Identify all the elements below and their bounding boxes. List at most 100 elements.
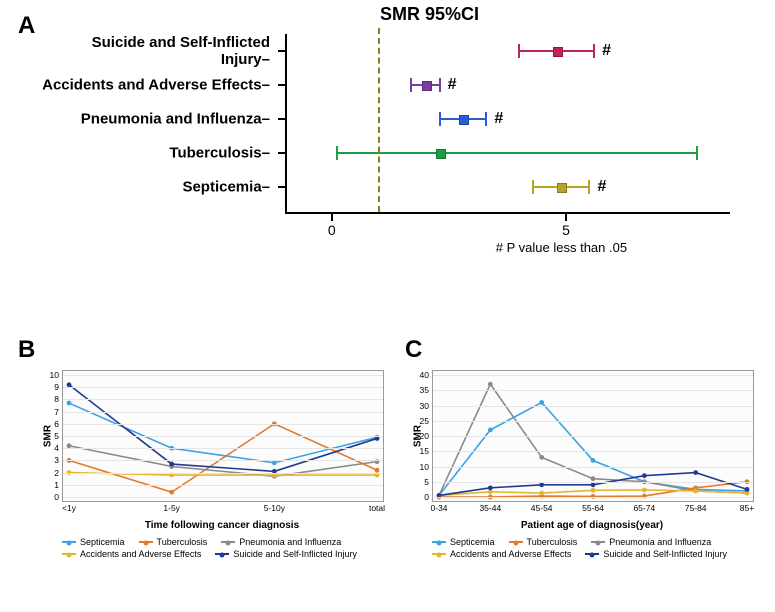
series-marker: [488, 382, 493, 387]
y-tick-label: 30: [415, 401, 429, 411]
forest-x-tick-label: 0: [328, 222, 336, 238]
legend-label: Accidents and Adverse Effects: [450, 549, 571, 559]
x-tick-label: 45-54: [531, 503, 553, 513]
legend-label: Septicemia: [450, 537, 495, 547]
legend-label: Suicide and Self-Inflicted Injury: [603, 549, 727, 559]
x-tick-label: 0-34: [430, 503, 447, 513]
gridline: [63, 412, 383, 413]
panel-b-xlabel: Time following cancer diagnosis: [62, 520, 382, 531]
y-tick-label: 0: [415, 492, 429, 502]
gridline: [433, 375, 753, 376]
panel-c-legend: SepticemiaTuberculosisPneumonia and Infl…: [432, 537, 752, 559]
y-tick-label: 4: [45, 443, 59, 453]
gridline: [63, 448, 383, 449]
y-tick-label: 5: [45, 431, 59, 441]
legend-label: Tuberculosis: [527, 537, 578, 547]
gridline: [433, 497, 753, 498]
forest-y-tick: [278, 186, 285, 188]
series-marker: [693, 489, 698, 494]
forest-point: [436, 149, 446, 159]
series-marker: [591, 482, 596, 487]
gridline: [63, 375, 383, 376]
gridline: [63, 424, 383, 425]
forest-ci-cap: [439, 112, 441, 126]
forest-point: [422, 81, 432, 91]
y-tick-label: 5: [415, 477, 429, 487]
legend-swatch: [62, 541, 76, 543]
gridline: [63, 497, 383, 498]
series-marker: [642, 488, 647, 493]
forest-ci-cap: [518, 44, 520, 58]
x-tick-label: total: [369, 503, 385, 513]
gridline: [433, 436, 753, 437]
y-tick-label: 8: [45, 394, 59, 404]
legend-label: Accidents and Adverse Effects: [80, 549, 201, 559]
x-tick-label: 65-74: [633, 503, 655, 513]
forest-row: Pneumonia and Influenza–: [40, 102, 740, 136]
legend-swatch: [591, 541, 605, 543]
series-marker: [539, 400, 544, 405]
forest-significance-mark: #: [448, 76, 457, 94]
panel-c-label: C: [405, 336, 422, 364]
legend-swatch: [432, 541, 446, 543]
panel-c-xlabel: Patient age of diagnosis(year): [432, 520, 752, 531]
gridline: [433, 421, 753, 422]
x-tick-label: 35-44: [479, 503, 501, 513]
forest-ci-cap: [485, 112, 487, 126]
y-tick-label: 6: [45, 419, 59, 429]
forest-significance-mark: #: [597, 178, 606, 196]
forest-category-label: Pneumonia and Influenza–: [40, 111, 276, 128]
forest-title: SMR 95%CI: [380, 4, 479, 25]
gridline: [433, 406, 753, 407]
forest-y-tick: [278, 50, 285, 52]
legend-swatch: [139, 541, 153, 543]
legend-item: Septicemia: [62, 537, 125, 547]
x-tick-label: 75-84: [685, 503, 707, 513]
forest-ci-cap: [532, 180, 534, 194]
y-tick-label: 0: [45, 492, 59, 502]
series-marker: [591, 458, 596, 463]
gridline: [63, 436, 383, 437]
forest-ref-line: [378, 28, 380, 212]
forest-x-tick-label: 5: [562, 222, 570, 238]
legend-label: Suicide and Self-Inflicted Injury: [233, 549, 357, 559]
series-marker: [642, 473, 647, 478]
series-marker: [539, 455, 544, 460]
series-marker: [591, 476, 596, 481]
forest-row: Suicide and Self-Inflicted Injury–: [40, 34, 740, 68]
series-marker: [591, 488, 596, 493]
panel-b-label: B: [18, 336, 35, 364]
forest-x-tick: [331, 212, 333, 221]
gridline: [433, 482, 753, 483]
legend-swatch: [215, 553, 229, 555]
forest-significance-mark: #: [602, 42, 611, 60]
legend-label: Pneumonia and Influenza: [239, 537, 341, 547]
forest-category-label: Accidents and Adverse Effects–: [40, 77, 276, 94]
forest-row: Accidents and Adverse Effects–: [40, 68, 740, 102]
forest-point: [557, 183, 567, 193]
panel-b-plot: SMR 012345678910<1y1-5y5-10ytotal: [62, 370, 384, 502]
y-tick-label: 10: [415, 462, 429, 472]
gridline: [63, 460, 383, 461]
y-tick-label: 25: [415, 416, 429, 426]
series-line: [69, 424, 377, 492]
series-marker: [169, 490, 174, 495]
forest-plot: Suicide and Self-Inflicted Injury–#Accid…: [40, 30, 740, 260]
x-tick-label: 1-5y: [163, 503, 180, 513]
legend-item: Pneumonia and Influenza: [221, 537, 341, 547]
panel-a-label: A: [18, 12, 35, 40]
forest-point: [553, 47, 563, 57]
legend-swatch: [432, 553, 446, 555]
x-tick-label: 5-10y: [264, 503, 285, 513]
forest-ci-bar: [337, 152, 698, 154]
series-marker: [539, 482, 544, 487]
forest-y-tick: [278, 152, 285, 154]
forest-ci-cap: [696, 146, 698, 160]
legend-swatch: [509, 541, 523, 543]
forest-note: # P value less than .05: [496, 240, 627, 255]
y-tick-label: 35: [415, 385, 429, 395]
legend-item: Accidents and Adverse Effects: [62, 549, 201, 559]
gridline: [63, 399, 383, 400]
panel-a: SMR 95%CI Suicide and Self-Inflicted Inj…: [40, 30, 740, 310]
y-tick-label: 3: [45, 455, 59, 465]
